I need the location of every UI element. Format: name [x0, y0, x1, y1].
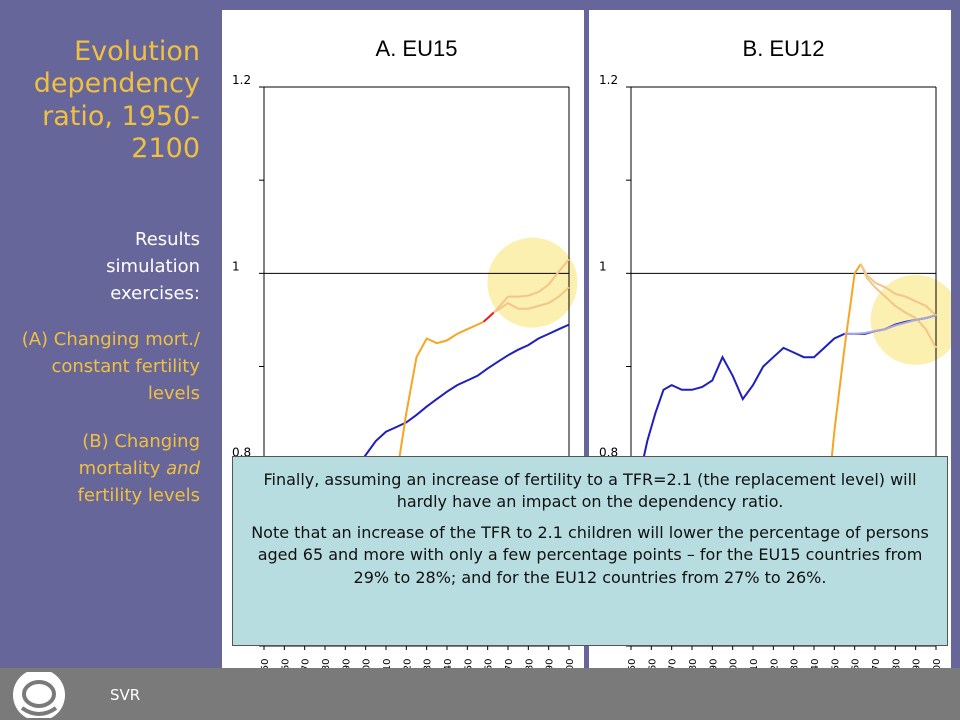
results-label: Results simulation exercises: — [106, 229, 200, 304]
highlight-circle — [487, 237, 578, 328]
series-line-5 — [493, 286, 570, 314]
option-b-label: (B) Changing mortality and fertility lev… — [20, 428, 200, 509]
series-line-3 — [859, 263, 937, 317]
y-tick-label: 1 — [232, 259, 240, 273]
series-line-5 — [844, 314, 937, 335]
logo-icon — [13, 672, 65, 718]
slide-title: Evolution dependency ratio, 1950-2100 — [33, 36, 200, 165]
popup-paragraph-2: Note that an increase of the TFR to 2.1 … — [251, 522, 929, 587]
footer-label: SVR — [110, 686, 141, 704]
option-b-pre: (B) Changing mortality — [78, 431, 200, 479]
chart-title: B. EU12 — [743, 36, 825, 61]
series-line-4 — [493, 258, 570, 314]
footer-bar — [0, 668, 960, 720]
option-b-post: fertility levels — [77, 485, 200, 506]
chart-title: A. EU15 — [376, 36, 458, 61]
option-a-label: (A) Changing mort./ constant fertility l… — [21, 329, 200, 404]
series-line-3 — [482, 311, 495, 323]
series-line-4 — [859, 263, 937, 349]
option-b-emphasis: and — [166, 458, 200, 479]
y-tick-label: 1 — [599, 259, 607, 273]
y-tick-label: 1.2 — [599, 73, 618, 87]
sidebar: Evolution dependency ratio, 1950-2100 Re… — [0, 0, 210, 668]
explanation-popup: Finally, assuming an increase of fertili… — [232, 456, 948, 646]
popup-paragraph-1: Finally, assuming an increase of fertili… — [263, 470, 917, 512]
y-tick-label: 1.2 — [232, 73, 251, 87]
